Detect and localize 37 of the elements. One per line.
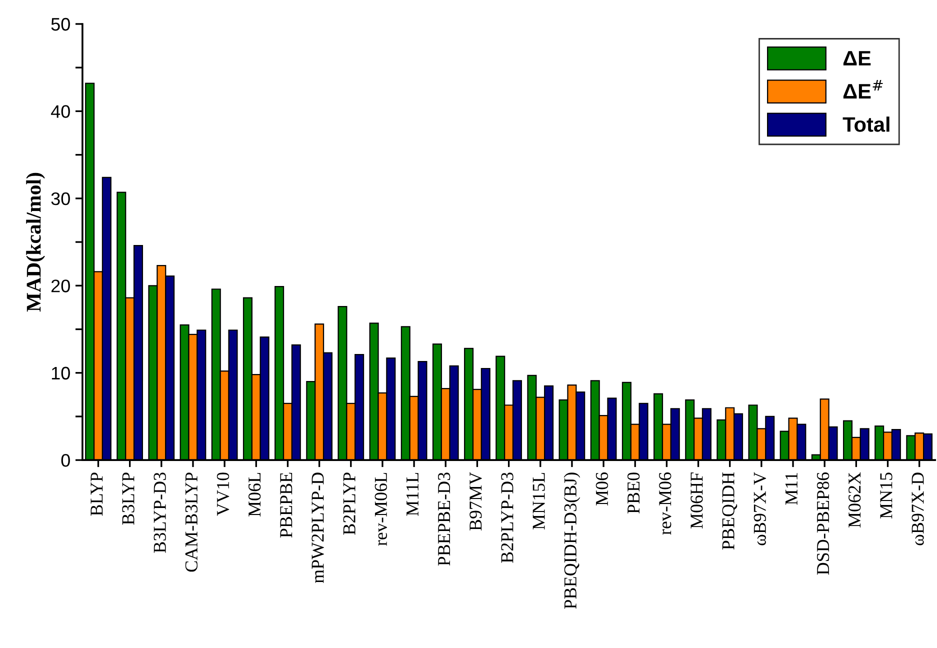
x-tick-label: PBEQIDH bbox=[722, 472, 738, 550]
x-tick-label: B97MV bbox=[470, 472, 482, 531]
x-tick-label: PBE0 bbox=[627, 472, 640, 514]
x-tick-label: rev-M06L bbox=[374, 472, 387, 546]
x-tick-label: M062X bbox=[848, 472, 861, 528]
y-tick-label: 30 bbox=[51, 192, 70, 206]
x-tick-label: B3LYP bbox=[122, 472, 134, 525]
x-tick-label: PBEQIDH-D3(BJ) bbox=[564, 472, 580, 609]
legend-label: ΔE$^{#}$ bbox=[843, 80, 883, 98]
x-tick-label: mPW2PLYP-D bbox=[312, 472, 324, 584]
x-tick-label: MN15L bbox=[532, 472, 545, 530]
legend-label: ΔE bbox=[843, 51, 871, 66]
x-tick-label: M06L bbox=[248, 472, 261, 517]
x-tick-label: DSD-PBEP86 bbox=[816, 472, 830, 575]
x-tick-label: M11 bbox=[785, 472, 798, 505]
y-tick-label: 50 bbox=[51, 18, 70, 31]
legend-label: Total bbox=[842, 116, 890, 132]
x-tick-label: ωB97X-D bbox=[912, 472, 924, 546]
x-tick-label: M06HF bbox=[690, 472, 703, 529]
x-tick-label: B2PLYP-D3 bbox=[501, 472, 514, 563]
x-tick-label: PBEPBE bbox=[280, 472, 292, 538]
y-tick-label: 40 bbox=[50, 105, 70, 118]
x-tick-label: rev-M06 bbox=[659, 472, 672, 535]
y-tick-label: 0 bbox=[61, 454, 70, 467]
y-tick-label: 20 bbox=[51, 280, 70, 292]
x-tick-label: M11L bbox=[406, 472, 418, 516]
x-tick-label: CAM-B3LYP bbox=[185, 472, 198, 572]
x-tick-label: ωB97X-V bbox=[754, 472, 766, 546]
x-tick-label: BLYP bbox=[90, 472, 103, 516]
x-tick-label: PBEPBE-D3 bbox=[438, 472, 450, 566]
y-tick-label: 10 bbox=[52, 366, 70, 380]
x-tick-label: VV10 bbox=[216, 472, 230, 516]
x-tick-label: M06 bbox=[596, 472, 608, 506]
y-axis-title: MAD(kcal/mol) bbox=[26, 172, 46, 312]
x-tick-label: MN15 bbox=[880, 472, 892, 519]
x-tick-label: B2PLYP bbox=[343, 472, 356, 535]
x-tick-label: B3LYP-D3 bbox=[154, 472, 166, 553]
